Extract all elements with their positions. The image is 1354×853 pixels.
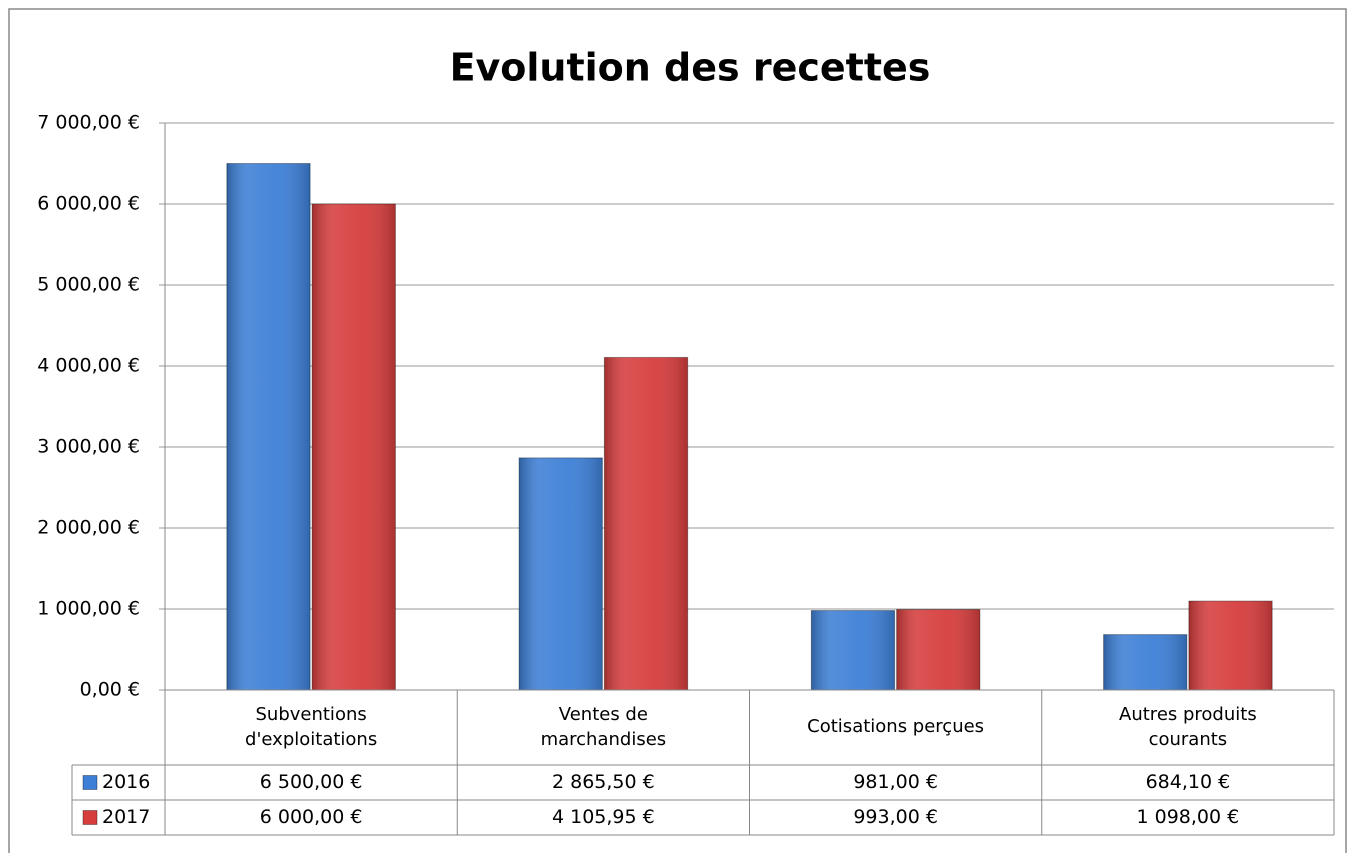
- x-tick-label: Subventions d'exploitations: [245, 704, 378, 750]
- table-value: 993,00 €: [853, 806, 938, 828]
- x-tick-label: Autres produits courants: [1119, 704, 1257, 750]
- table-value: 981,00 €: [853, 771, 938, 793]
- x-tick-label: Cotisations perçues: [807, 716, 985, 738]
- category-cell: Subventions d'exploitations: [245, 704, 378, 750]
- legend-key: [82, 810, 98, 825]
- bar-shade: [604, 357, 688, 690]
- y-tick-label: 1 000,00 €: [37, 598, 140, 620]
- y-tick-label: 6 000,00 €: [37, 193, 140, 215]
- y-tick-label: 4 000,00 €: [37, 355, 140, 377]
- x-tick-label: Ventes de marchandises: [540, 704, 667, 750]
- table-value: 2 865,50 €: [552, 771, 655, 793]
- y-tick-label: 7 000,00 €: [37, 112, 140, 134]
- table-value: 6 000,00 €: [260, 806, 363, 828]
- table-value: 6 500,00 €: [260, 771, 363, 793]
- bar-shade: [896, 609, 980, 690]
- category-cell: Cotisations perçues: [807, 716, 985, 738]
- bar-shade: [1188, 601, 1273, 690]
- legend-label: 2017: [102, 806, 150, 828]
- legend-label: 2016: [102, 771, 150, 793]
- y-tick-label: 3 000,00 €: [37, 436, 140, 458]
- table-value: 1 098,00 €: [1137, 806, 1240, 828]
- y-tick-label: 0,00 €: [80, 679, 140, 701]
- y-tick-label: 5 000,00 €: [37, 274, 140, 296]
- bar-shade: [226, 163, 311, 690]
- y-tick-label: 2 000,00 €: [37, 517, 140, 539]
- bar-shade: [1103, 634, 1187, 690]
- legend-key: [82, 775, 98, 790]
- bar-shade: [519, 457, 603, 690]
- table-value: 4 105,95 €: [552, 806, 655, 828]
- bar-shade: [312, 204, 396, 690]
- table-value: 684,10 €: [1146, 771, 1231, 793]
- bar-shade: [811, 610, 895, 690]
- category-cell: Autres produits courants: [1119, 704, 1257, 750]
- chart-title: Evolution des recettes: [450, 46, 931, 90]
- category-cell: Ventes de marchandises: [540, 704, 667, 750]
